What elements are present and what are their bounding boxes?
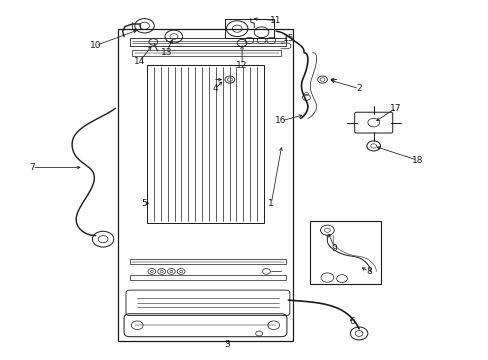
- Text: 14: 14: [134, 57, 145, 66]
- Text: 5: 5: [142, 199, 147, 208]
- Text: 2: 2: [356, 84, 361, 93]
- Text: 6: 6: [348, 317, 354, 326]
- Text: 16: 16: [275, 116, 286, 125]
- Bar: [130, 259, 285, 264]
- Text: 18: 18: [411, 156, 423, 165]
- Text: 15: 15: [282, 34, 294, 43]
- Text: 8: 8: [365, 267, 371, 276]
- Bar: [147, 65, 264, 223]
- Text: 10: 10: [90, 41, 102, 50]
- Text: 4: 4: [212, 84, 218, 93]
- Bar: [224, 19, 273, 39]
- Bar: [132, 50, 281, 56]
- Text: 7: 7: [29, 163, 35, 172]
- Text: 13: 13: [161, 48, 172, 57]
- Bar: [130, 275, 285, 280]
- Bar: [130, 38, 285, 45]
- Text: 1: 1: [268, 199, 274, 208]
- Text: 3: 3: [224, 340, 230, 349]
- Text: 9: 9: [331, 244, 337, 253]
- Text: 12: 12: [236, 61, 247, 70]
- Bar: [118, 30, 293, 341]
- Text: 17: 17: [389, 104, 401, 113]
- Bar: [310, 221, 380, 284]
- Text: 11: 11: [270, 16, 282, 25]
